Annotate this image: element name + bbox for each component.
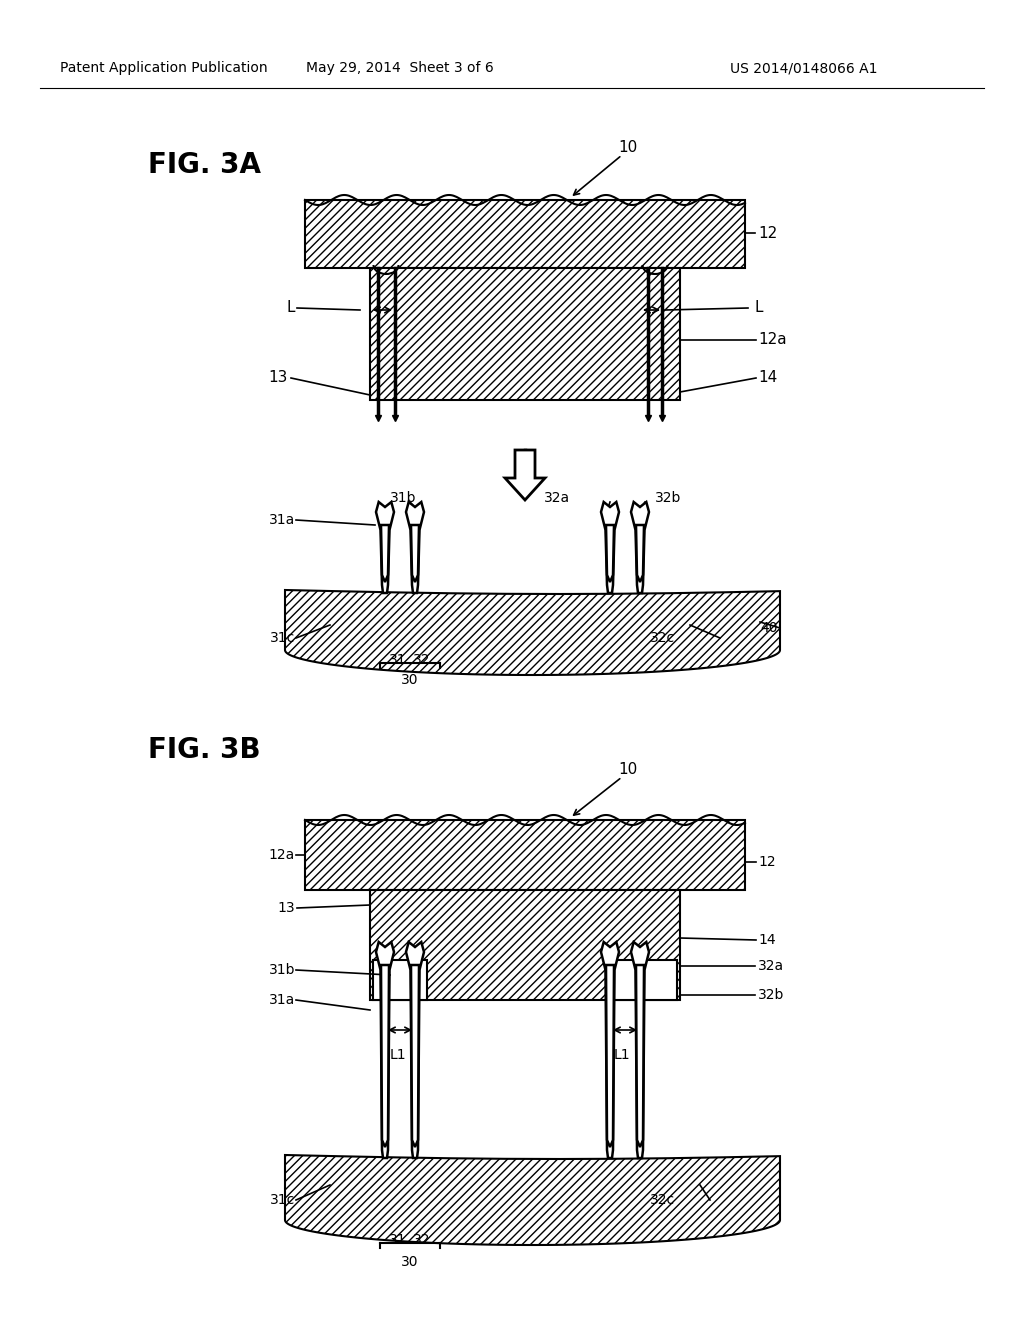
Text: 32: 32 (414, 653, 431, 667)
Polygon shape (601, 942, 618, 1158)
Text: 32b: 32b (758, 987, 784, 1002)
Polygon shape (381, 965, 389, 1147)
Bar (305, 201, 745, 268)
Polygon shape (411, 525, 419, 582)
Text: 40: 40 (760, 620, 777, 635)
Text: FIG. 3B: FIG. 3B (148, 737, 261, 764)
Polygon shape (631, 502, 649, 593)
Text: 32a: 32a (758, 960, 784, 973)
Polygon shape (411, 965, 419, 1147)
Text: 31a: 31a (268, 993, 295, 1007)
Text: L: L (287, 301, 295, 315)
Text: 12: 12 (758, 226, 777, 240)
Text: 30: 30 (401, 1255, 419, 1269)
Text: L1: L1 (613, 1048, 631, 1063)
Polygon shape (285, 1155, 780, 1245)
Text: L: L (755, 301, 764, 315)
Text: 31c: 31c (269, 1193, 295, 1206)
Text: 31a: 31a (268, 513, 295, 527)
Polygon shape (376, 502, 394, 593)
Text: 31c: 31c (269, 631, 295, 645)
Text: US 2014/0148066 A1: US 2014/0148066 A1 (730, 61, 878, 75)
Polygon shape (376, 942, 394, 1158)
Text: 32b: 32b (655, 491, 681, 506)
Text: 14: 14 (758, 371, 777, 385)
Text: May 29, 2014  Sheet 3 of 6: May 29, 2014 Sheet 3 of 6 (306, 61, 494, 75)
Bar (370, 890, 680, 1001)
Bar (613, 960, 677, 1001)
Text: 10: 10 (618, 140, 637, 156)
Text: FIG. 3A: FIG. 3A (148, 150, 261, 180)
Polygon shape (406, 942, 424, 1158)
Text: 31b: 31b (268, 964, 295, 977)
Polygon shape (636, 525, 644, 582)
Text: 32c: 32c (650, 631, 675, 645)
Text: 31b: 31b (390, 491, 417, 506)
Text: 14: 14 (758, 933, 775, 946)
Text: 30: 30 (401, 673, 419, 686)
Bar (370, 268, 680, 400)
Text: 13: 13 (278, 902, 295, 915)
Text: 31: 31 (389, 1233, 407, 1247)
Text: 12a: 12a (268, 847, 295, 862)
Text: 32c: 32c (650, 1193, 675, 1206)
Text: L1: L1 (390, 1048, 407, 1063)
Polygon shape (406, 502, 424, 593)
Polygon shape (381, 525, 389, 582)
Polygon shape (631, 942, 649, 1158)
Text: 10: 10 (618, 763, 637, 777)
Text: 13: 13 (268, 371, 288, 385)
Bar (373, 960, 427, 1001)
Text: 32a: 32a (544, 491, 570, 506)
Polygon shape (601, 502, 618, 593)
Text: 32: 32 (414, 1233, 431, 1247)
Text: 12a: 12a (758, 333, 786, 347)
Text: 31: 31 (389, 653, 407, 667)
Polygon shape (505, 450, 545, 500)
Bar (305, 820, 745, 890)
Text: 12: 12 (758, 855, 775, 869)
Text: Patent Application Publication: Patent Application Publication (60, 61, 267, 75)
Polygon shape (606, 965, 614, 1147)
Polygon shape (285, 590, 780, 675)
Polygon shape (606, 525, 614, 582)
Polygon shape (636, 965, 644, 1147)
